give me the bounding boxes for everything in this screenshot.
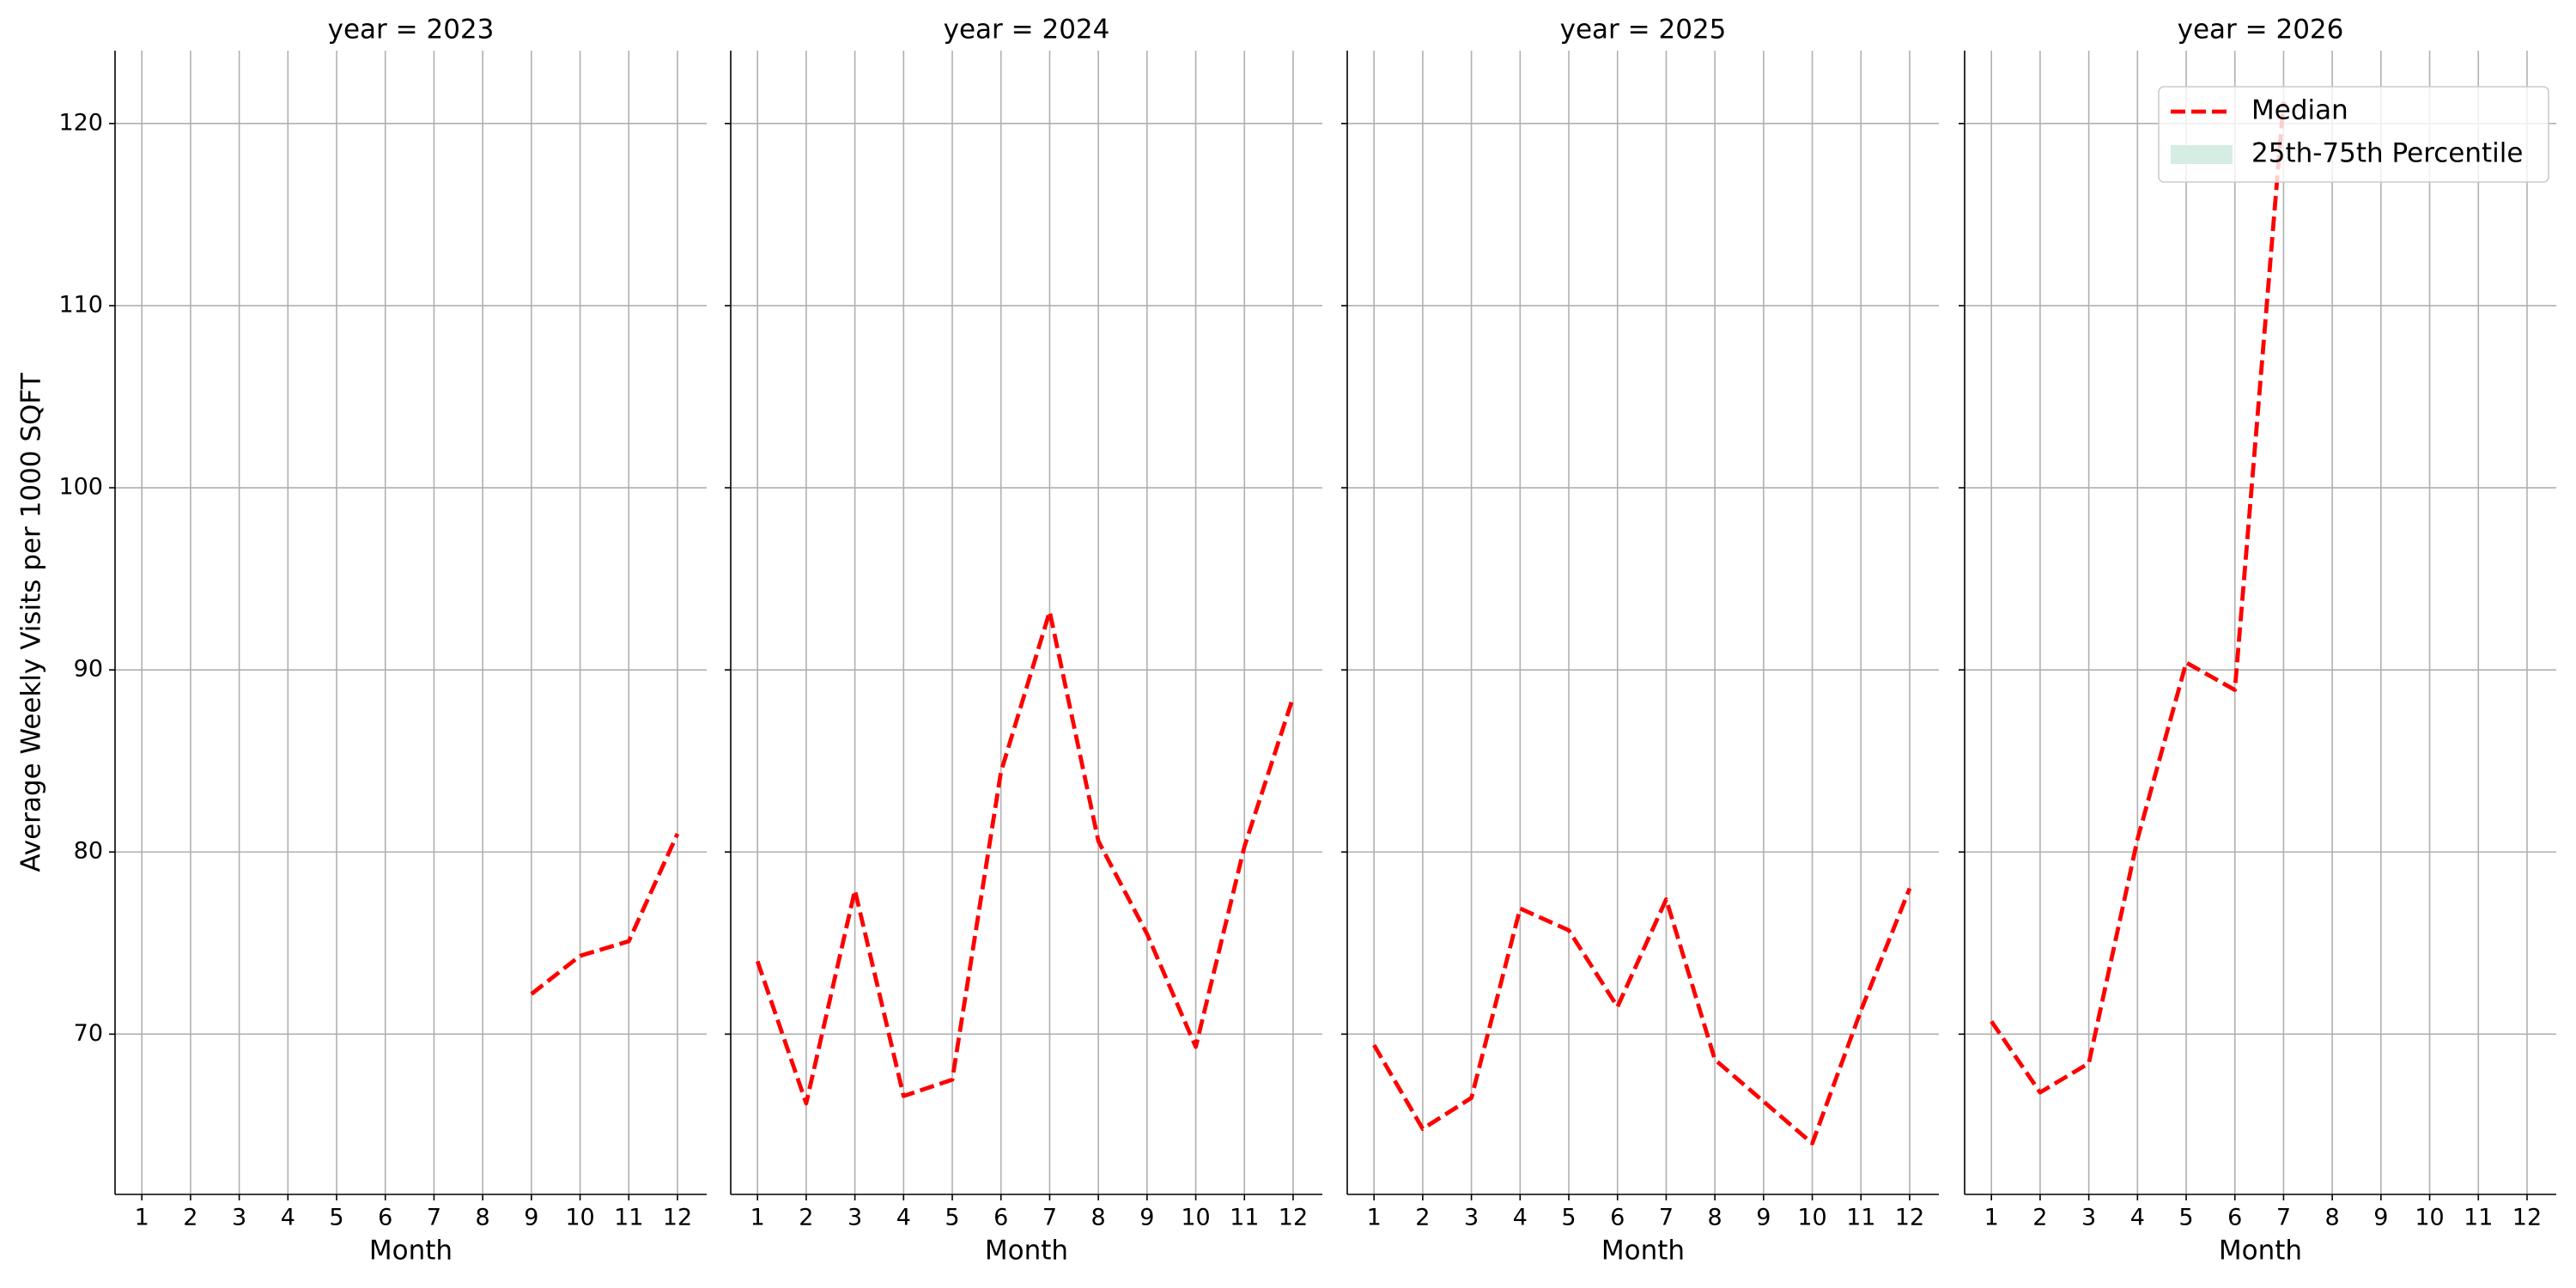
x-tick-label: 1 [1984,1205,1999,1231]
median-line [1372,887,1912,1146]
x-tick-label: 4 [2130,1205,2145,1231]
x-tick-label: 5 [945,1205,959,1231]
x-axis-label: Month [1601,1236,1685,1267]
x-tick-label: 5 [2178,1205,2193,1231]
x-tick-label: 2 [1415,1205,1430,1231]
x-tick-label: 5 [1561,1205,1576,1231]
x-tick-label: 4 [281,1205,295,1231]
x-tick-label: 9 [1756,1205,1771,1231]
x-tick-label: 7 [427,1205,441,1231]
x-tick-label: 4 [1513,1205,1528,1231]
x-tick-label: 9 [2373,1205,2388,1231]
x-tick-label: 3 [1464,1205,1479,1231]
x-tick-label: 2 [799,1205,813,1231]
x-tick-label: 11 [2464,1205,2493,1231]
x-tick-label: 8 [1708,1205,1722,1231]
legend-swatch [2171,145,2233,164]
x-tick-label: 8 [2325,1205,2340,1231]
x-tick-label: 12 [1279,1205,1308,1231]
median-line [1990,101,2286,1095]
x-tick-label: 8 [476,1205,490,1231]
x-tick-label: 4 [896,1205,911,1231]
y-tick-label: 100 [58,474,103,501]
x-tick-label: 3 [2081,1205,2096,1231]
x-axis-label: Month [2219,1236,2302,1267]
x-tick-label: 1 [135,1205,149,1231]
x-tick-label: 12 [1895,1205,1924,1231]
x-tick-label: 7 [2276,1205,2291,1231]
x-axis-label: Month [985,1236,1068,1267]
y-tick-label: 110 [58,291,103,318]
x-tick-label: 3 [848,1205,862,1231]
x-tick-label: 12 [663,1205,692,1231]
x-tick-label: 9 [1139,1205,1154,1231]
panel-title: year = 2023 [328,15,495,46]
x-tick-label: 1 [1367,1205,1382,1231]
x-axis-label: Month [369,1236,453,1267]
x-tick-label: 5 [329,1205,343,1231]
y-tick-label: 80 [74,838,103,865]
x-tick-label: 7 [1659,1205,1674,1231]
y-tick-label: 90 [74,656,103,683]
y-tick-label: 120 [58,109,103,136]
legend-label: 25th-75th Percentile [2251,138,2523,169]
x-tick-label: 11 [1230,1205,1259,1231]
y-tick-label: 70 [74,1020,103,1047]
x-tick-label: 6 [2227,1205,2242,1231]
panel-title: year = 2025 [1560,15,1727,46]
y-axis-label: Average Weekly Visits per 1000 SQFT [16,372,47,872]
x-tick-label: 6 [1610,1205,1625,1231]
median-line [530,833,680,996]
x-tick-label: 11 [1846,1205,1875,1231]
x-tick-label: 11 [614,1205,643,1231]
legend-label: Median [2251,95,2348,126]
x-tick-label: 10 [1797,1205,1826,1231]
panel-title: year = 2024 [944,15,1110,46]
x-tick-label: 2 [183,1205,197,1231]
x-tick-label: 2 [2032,1205,2047,1231]
x-tick-label: 7 [1042,1205,1057,1231]
x-tick-label: 10 [2415,1205,2444,1231]
legend-box [2158,86,2549,183]
panel-title: year = 2026 [2178,15,2344,46]
x-tick-label: 9 [524,1205,538,1231]
x-tick-label: 6 [378,1205,392,1231]
median-line [755,609,1296,1106]
x-tick-label: 10 [1181,1205,1210,1231]
x-tick-label: 12 [2512,1205,2542,1231]
x-tick-label: 1 [750,1205,765,1231]
x-tick-label: 10 [565,1205,594,1231]
x-tick-label: 6 [993,1205,1008,1231]
x-tick-label: 3 [232,1205,246,1231]
x-tick-label: 8 [1091,1205,1106,1231]
